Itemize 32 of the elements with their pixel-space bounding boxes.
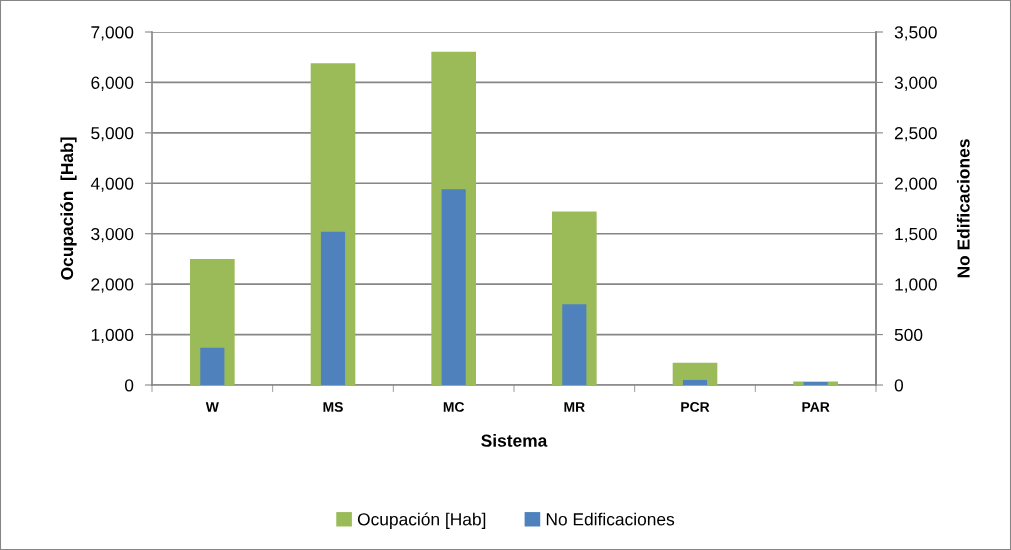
- x-tick-label: MS: [323, 402, 343, 412]
- y-tick-label: 1,000: [91, 328, 134, 344]
- y2-tick-label: 2,000: [894, 177, 937, 192]
- x-axis-title: Sistema: [481, 434, 548, 447]
- y-tick-label: 4,000: [90, 177, 134, 192]
- x-tick-label: W: [205, 402, 219, 412]
- x-tick-label: MR: [564, 402, 585, 412]
- bar: [320, 231, 346, 385]
- y2-tick-label: 3,000: [894, 76, 937, 91]
- y-tick-label: 2,000: [91, 278, 134, 293]
- y2-tick-label: 1,000: [895, 278, 937, 293]
- x-tick-label: PAR: [802, 402, 830, 412]
- bar: [200, 347, 225, 385]
- bar: [562, 304, 587, 385]
- y-tick-label: 6,000: [91, 76, 134, 91]
- y-tick-label: 0: [124, 379, 134, 392]
- y2-axis-title: No Edificaciones: [956, 139, 970, 278]
- y-tick-label: 3,000: [91, 227, 134, 243]
- y2-tick-label: 0: [894, 379, 904, 392]
- bar: [441, 189, 466, 385]
- y2-tick-label: 2,500: [894, 127, 937, 142]
- x-tick-label: PCR: [681, 402, 710, 412]
- y-tick-label: 7,000: [91, 26, 134, 41]
- y-tick-label: 5,000: [91, 127, 134, 142]
- y2-tick-label: 500: [894, 328, 923, 342]
- legend-label: Ocupación [Hab]: [357, 512, 486, 529]
- x-tick-label: MC: [443, 402, 465, 412]
- bar: [682, 379, 708, 385]
- legend-label: No Edificaciones: [546, 512, 675, 526]
- y2-tick-label: 3,500: [894, 26, 937, 41]
- y-axis-title: Ocupación [Hab]: [60, 137, 77, 280]
- y2-tick-label: 1,500: [895, 227, 937, 243]
